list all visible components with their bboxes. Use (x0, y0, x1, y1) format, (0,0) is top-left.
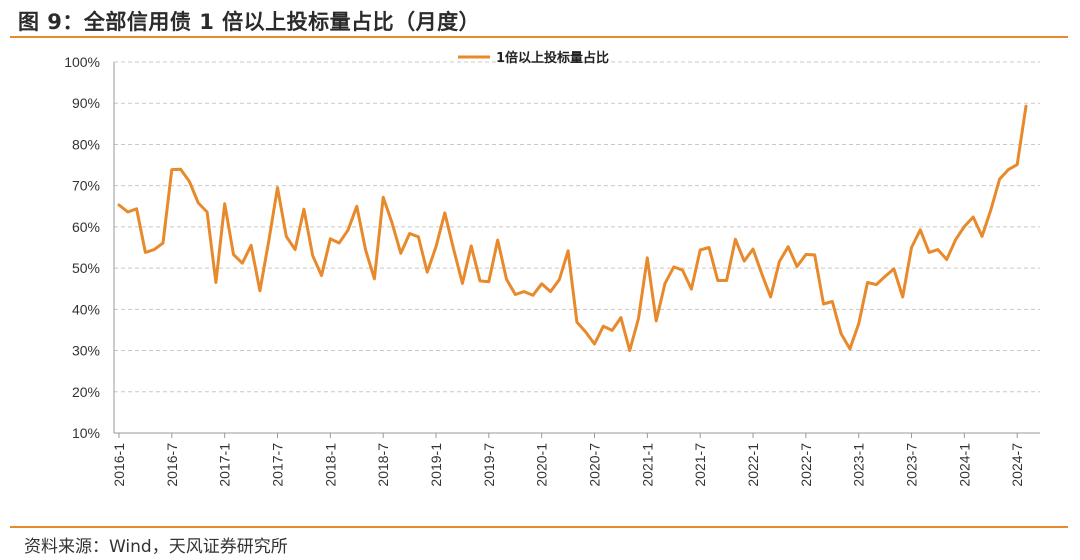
y-tick-label: 70% (72, 178, 100, 194)
y-tick-label: 90% (72, 95, 100, 111)
y-axis-ticks: 10% 20% 30% 40% 50% 60% 70% 80% 90% 100% (64, 54, 100, 441)
x-tick-label: 2018-1 (322, 443, 338, 487)
x-tick-label: 2019-7 (481, 443, 497, 487)
chart-title: 图 9：全部信用债 1 倍以上投标量占比（月度） (18, 10, 481, 34)
x-tick-label: 2022-1 (745, 443, 761, 487)
y-tick-label: 50% (72, 260, 100, 276)
x-tick-label: 2019-1 (428, 443, 444, 487)
y-tick-label: 80% (72, 136, 100, 152)
x-tick-label: 2018-7 (375, 443, 391, 487)
series-layer (117, 104, 1028, 353)
x-tick-label: 2020-1 (534, 443, 550, 487)
top-divider (10, 36, 1068, 38)
x-tick-label: 2021-1 (639, 443, 655, 487)
x-tick-label: 2016-7 (164, 443, 180, 487)
x-tick-label: 2024-1 (956, 443, 972, 487)
x-tick-label: 2024-7 (1009, 443, 1025, 487)
legend: 1倍以上投标量占比 (458, 50, 609, 66)
y-tick-label: 10% (72, 425, 100, 441)
grid-lines (114, 61, 1040, 393)
x-tick-label: 2023-1 (851, 443, 867, 487)
bottom-divider (10, 526, 1068, 528)
legend-label: 1倍以上投标量占比 (496, 50, 609, 66)
y-tick-label: 60% (72, 219, 100, 235)
y-tick-label: 20% (72, 384, 100, 400)
x-tick-label: 2021-7 (692, 443, 708, 487)
source-note: 资料来源：Wind，天风证券研究所 (24, 537, 288, 557)
x-tick-label: 2023-7 (904, 443, 920, 487)
y-tick-label: 30% (72, 343, 100, 359)
x-tick-label: 2020-7 (587, 443, 603, 487)
series-line (117, 104, 1028, 353)
y-tick-label: 100% (64, 54, 100, 70)
x-tick-label: 2017-7 (270, 443, 286, 487)
x-tick-label: 2016-1 (111, 443, 127, 487)
y-tick-label: 40% (72, 301, 100, 317)
x-axis: 2016-1 2016-7 2017-1 2017-7 2018-1 2018-7 2019… (111, 62, 1040, 487)
x-tick-label: 2017-1 (217, 443, 233, 487)
x-tick-label: 2022-7 (798, 443, 814, 487)
